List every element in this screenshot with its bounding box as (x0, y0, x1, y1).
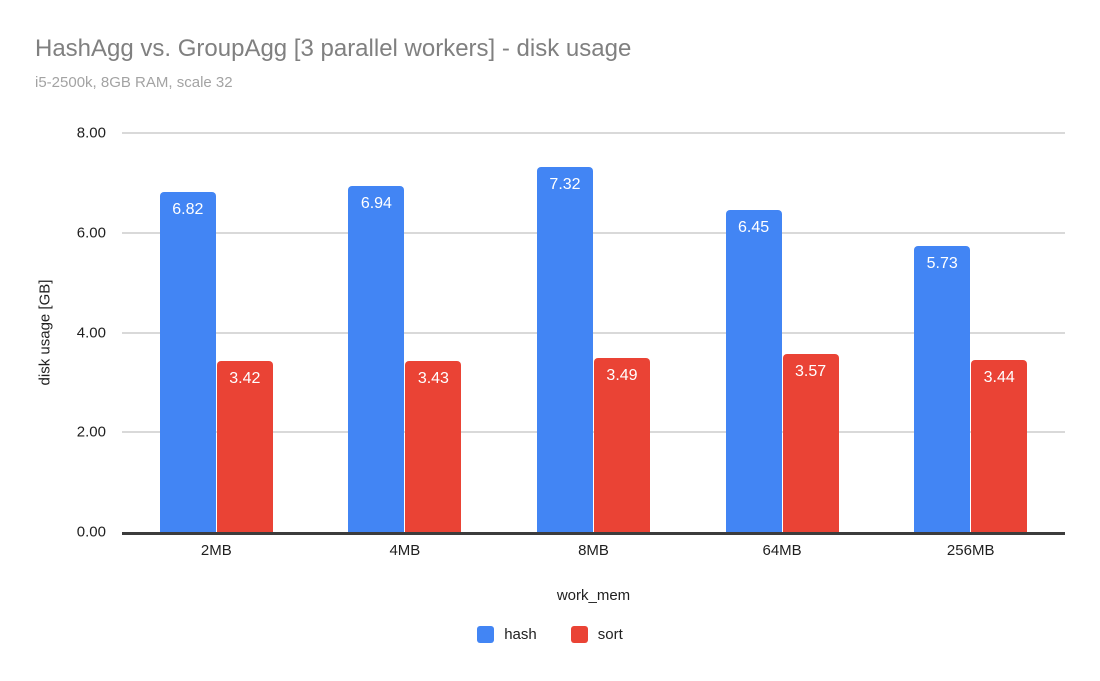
legend-label: sort (597, 626, 623, 643)
y-tick-label: 8.00 (76, 124, 106, 142)
bar-value-label: 3.57 (795, 362, 827, 380)
y-tick-label: 6.00 (76, 224, 106, 242)
bar-sort: 3.44 (971, 360, 1028, 532)
legend: hash sort (0, 626, 1100, 643)
bar-sort: 3.57 (782, 353, 839, 532)
bar-value-label: 7.32 (549, 175, 581, 193)
bar-value-label: 5.73 (926, 255, 958, 273)
legend-swatch-icon (477, 626, 495, 643)
bar-sort: 3.43 (405, 360, 462, 532)
legend-swatch-icon (570, 626, 588, 643)
gridline (122, 231, 1065, 234)
bar-group: 6.82 3.42 (159, 133, 273, 532)
gridline (122, 132, 1065, 134)
x-tick-label: 4MB (389, 542, 421, 559)
plot-area: 6.82 3.42 6.94 3.43 7.32 3.49 6.45 3.57 5.73 3.44 (122, 132, 1065, 535)
y-tick-label: 4.00 (76, 324, 106, 341)
bar-sort: 3.42 (216, 361, 273, 532)
bar-value-label: 3.43 (417, 369, 449, 387)
bar-value-label: 6.82 (172, 200, 204, 218)
x-tick-label: 256MB (946, 542, 995, 559)
x-tick-label: 8MB (578, 542, 609, 559)
y-axis-labels: 0.00 2.00 4.00 6.00 8.00 (40, 125, 106, 541)
bar-group: 7.32 3.49 (537, 133, 650, 532)
bar-value-label: 6.94 (360, 194, 392, 212)
gridline (122, 331, 1065, 334)
bar-group: 6.45 3.57 (725, 133, 839, 532)
gridline (122, 431, 1065, 434)
bar-hash: 6.82 (159, 191, 216, 532)
x-tick-label: 64MB (762, 542, 802, 559)
bar-hash: 6.45 (725, 210, 782, 532)
legend-item-hash: hash (477, 626, 537, 643)
legend-label: hash (504, 626, 537, 643)
x-tick-label: 2MB (200, 542, 232, 559)
bar-value-label: 3.42 (229, 370, 261, 388)
bar-group: 5.73 3.44 (914, 133, 1028, 532)
bar-value-label: 6.45 (738, 219, 770, 237)
chart-subtitle: i5-2500k, 8GB RAM, scale 32 (35, 74, 233, 91)
bar-hash: 7.32 (537, 166, 593, 532)
bar-hash: 5.73 (914, 246, 971, 532)
bar-group: 6.94 3.43 (348, 133, 462, 532)
bar-value-label: 3.44 (983, 369, 1015, 387)
y-tick-label: 2.00 (76, 423, 106, 441)
y-tick-label: 0.00 (76, 523, 106, 541)
bar-value-label: 3.49 (606, 366, 638, 384)
legend-item-sort: sort (570, 626, 623, 643)
bar-sort: 3.49 (594, 357, 650, 532)
x-axis-labels: 2MB 4MB 8MB 64MB 256MB (122, 542, 1065, 562)
x-axis-title: work_mem (556, 587, 631, 604)
chart-title: HashAgg vs. GroupAgg [3 parallel workers… (35, 35, 632, 62)
bar-hash: 6.94 (348, 185, 405, 532)
